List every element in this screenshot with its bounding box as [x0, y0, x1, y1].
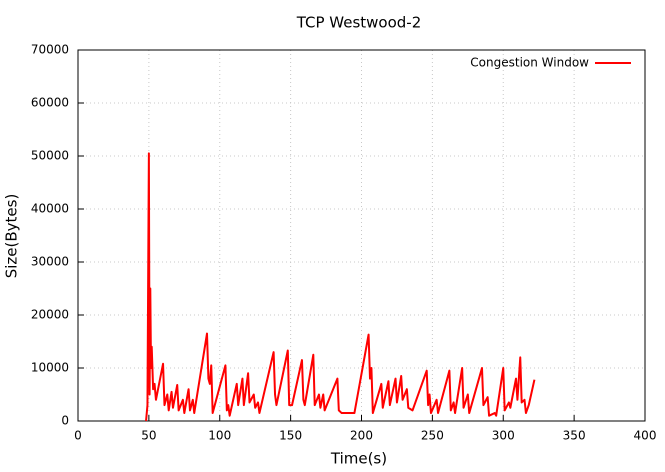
x-tick-label: 350 [563, 429, 586, 443]
y-tick-label: 50000 [31, 149, 69, 163]
y-tick-label: 70000 [31, 43, 69, 57]
x-tick-label: 150 [279, 429, 302, 443]
x-tick-label: 250 [421, 429, 444, 443]
x-tick-label: 400 [634, 429, 657, 443]
y-tick-label: 10000 [31, 361, 69, 375]
x-tick-label: 300 [492, 429, 515, 443]
y-axis-label: Size(Bytes) [3, 194, 21, 279]
x-axis-label: Time(s) [330, 450, 387, 468]
x-tick-label: 0 [74, 429, 82, 443]
data-line [145, 152, 536, 422]
x-tick-label: 100 [208, 429, 231, 443]
y-tick-label: 20000 [31, 308, 69, 322]
y-tick-label: 30000 [31, 255, 69, 269]
chart-title: TCP Westwood-2 [296, 14, 422, 32]
y-tick-label: 60000 [31, 96, 69, 110]
y-tick-label: 40000 [31, 202, 69, 216]
x-tick-label: 200 [350, 429, 373, 443]
legend-label: Congestion Window [470, 56, 589, 70]
plot-frame [77, 49, 646, 422]
x-tick-label: 50 [141, 429, 156, 443]
y-tick-label: 0 [61, 414, 69, 428]
